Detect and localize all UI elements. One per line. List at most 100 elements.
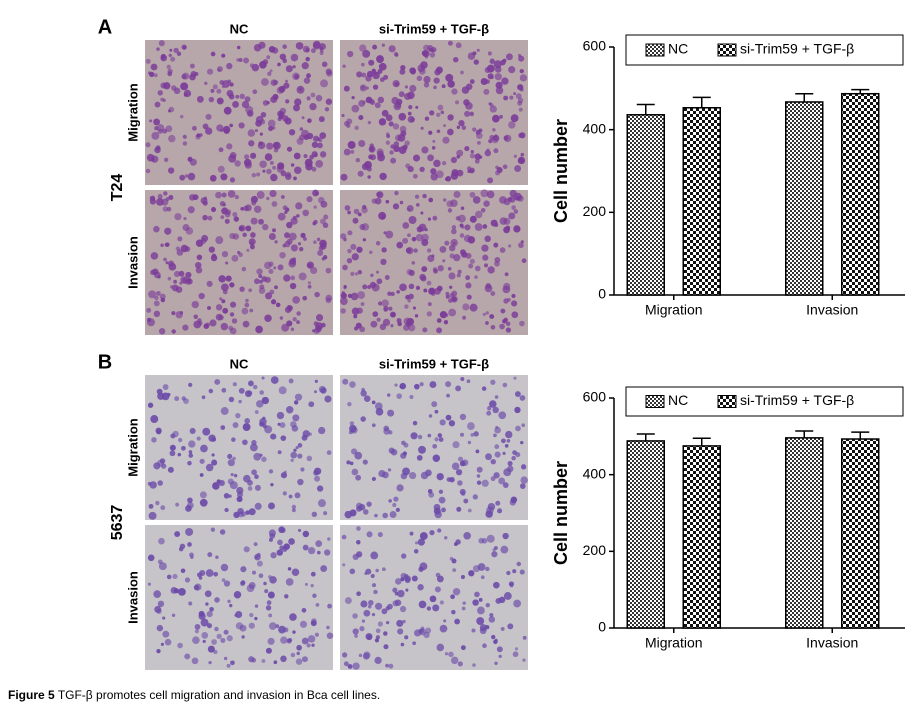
cell (362, 284, 368, 290)
legend-box (625, 386, 904, 417)
cell (266, 142, 274, 150)
cell (239, 93, 245, 100)
cell (416, 75, 423, 82)
cell (188, 450, 193, 454)
cell (261, 456, 267, 462)
cell (321, 61, 328, 68)
cell (266, 168, 272, 175)
cell (290, 244, 298, 252)
cell (247, 486, 253, 491)
cell (417, 584, 424, 591)
cell (324, 107, 330, 112)
cell (502, 318, 507, 324)
cell (480, 207, 486, 213)
cell (276, 411, 285, 420)
cell (243, 474, 251, 483)
row-label: Invasion (125, 571, 140, 624)
cell (381, 299, 389, 307)
cell (433, 159, 441, 168)
cell (291, 568, 300, 577)
cell (159, 293, 166, 300)
column-label: si-Trim59 + TGF-β (379, 21, 489, 36)
cell (238, 224, 246, 232)
cell (356, 246, 363, 253)
cell (505, 430, 513, 439)
cell (447, 208, 453, 213)
cell (292, 72, 300, 81)
cell (315, 160, 324, 168)
cell (503, 135, 509, 141)
cell (221, 578, 226, 582)
cell (360, 302, 365, 306)
cell (228, 325, 234, 331)
cell (158, 562, 167, 571)
cell (244, 154, 250, 160)
cell (442, 160, 447, 166)
cell (489, 314, 495, 319)
legend-swatch (645, 395, 665, 408)
cell (226, 663, 231, 668)
cell (371, 476, 377, 482)
cell (174, 396, 180, 402)
cell (216, 633, 222, 640)
cell (408, 269, 415, 276)
cell (256, 172, 261, 177)
cell (270, 483, 274, 487)
cell (156, 388, 163, 395)
cell (461, 125, 467, 130)
cell (290, 327, 295, 331)
cell (412, 420, 418, 426)
cell (456, 273, 461, 278)
y-axis-label: Cell number (551, 119, 571, 223)
cell (220, 173, 228, 181)
cell (442, 259, 446, 263)
cell (498, 654, 502, 659)
cell (365, 568, 372, 575)
cell (217, 68, 221, 72)
cell (188, 601, 193, 606)
cell (225, 261, 229, 265)
cell (447, 80, 455, 88)
cell (443, 619, 447, 623)
cell (375, 568, 379, 573)
cell (219, 297, 223, 301)
cell (354, 125, 359, 131)
cell (508, 66, 516, 74)
cell (153, 118, 161, 126)
cell (368, 145, 376, 153)
cell (500, 626, 505, 631)
cell (267, 119, 276, 128)
cell (371, 423, 376, 428)
cell (503, 217, 511, 225)
cell (280, 195, 285, 199)
cell (284, 173, 292, 180)
cell (420, 211, 424, 215)
cell (413, 248, 418, 253)
cell (233, 473, 238, 478)
cell (491, 634, 496, 640)
cell (233, 216, 240, 222)
cell (308, 547, 316, 555)
cell (388, 447, 395, 454)
cell (427, 254, 435, 263)
cell (150, 252, 159, 260)
cell (232, 100, 239, 108)
cell (206, 280, 213, 287)
cell (310, 266, 318, 275)
cell (197, 572, 202, 578)
cell (413, 549, 419, 554)
cell (210, 207, 217, 213)
cell (455, 216, 461, 221)
cell (201, 234, 209, 242)
cell (491, 551, 498, 558)
cell (260, 111, 267, 118)
cell (191, 300, 199, 309)
cell (347, 140, 356, 149)
cell (354, 272, 359, 276)
cell (277, 450, 282, 455)
cell (436, 575, 444, 583)
micrograph-bg (340, 190, 528, 335)
cell (256, 560, 263, 567)
cell (319, 46, 324, 51)
cell (493, 546, 498, 550)
